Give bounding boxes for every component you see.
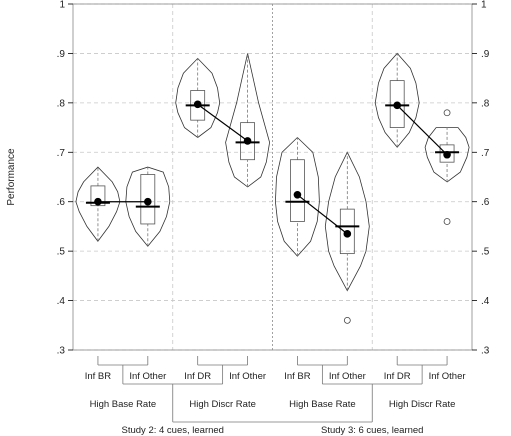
condition-label: High Base Rate <box>289 399 356 410</box>
iqr-box <box>389 80 405 128</box>
y-tick-label-left: .4 <box>57 296 66 307</box>
study-label: Study 3: 6 cues, learned <box>321 425 423 436</box>
category-label: Inf BR <box>85 371 112 382</box>
condition-label: High Base Rate <box>90 399 157 410</box>
iqr-box <box>90 185 106 207</box>
iqr-box <box>439 144 455 163</box>
violins <box>75 52 470 324</box>
y-tick-label-left: .8 <box>57 98 66 109</box>
plot-frame <box>72 3 473 351</box>
violin <box>374 52 420 148</box>
violin-group <box>225 53 271 188</box>
y-tick-label-right: .3 <box>481 346 490 357</box>
y-tick-label-right: .6 <box>481 197 490 208</box>
y-tick-label-right: .9 <box>481 49 490 60</box>
violin-group <box>374 52 420 148</box>
y-tick-label-left: .6 <box>57 197 66 208</box>
category-label: Inf Other <box>429 371 466 382</box>
y-axis-right: .3 .4 .5 .6 .7 .8 .9 1 <box>472 0 490 357</box>
outlier-point <box>343 316 351 324</box>
violin <box>225 53 271 188</box>
iqr-box <box>140 174 156 225</box>
y-tick-label-left: .3 <box>57 346 66 357</box>
y-tick-label-right: 1 <box>481 0 487 11</box>
iqr-box <box>240 122 255 161</box>
category-label: Inf Other <box>129 371 166 382</box>
y-axis-title: Performance <box>6 148 17 206</box>
violin <box>125 166 171 247</box>
mean-point <box>343 230 352 238</box>
violin-group <box>424 109 470 225</box>
y-tick-label-right: .8 <box>481 98 490 109</box>
mean-point <box>293 190 302 199</box>
iqr-box <box>290 159 305 222</box>
y-tick-label-left: .9 <box>57 49 66 60</box>
violin <box>75 166 121 242</box>
y-tick-label-right: .5 <box>481 247 490 258</box>
category-label: Inf BR <box>284 371 311 382</box>
category-label: Inf DR <box>184 371 211 382</box>
y-tick-label-left: .5 <box>57 247 66 258</box>
condition-label: High Discr Rate <box>389 399 456 410</box>
category-label: Inf Other <box>329 371 366 382</box>
y-tick-label-left: 1 <box>59 0 65 11</box>
violin-group <box>324 151 370 324</box>
mean-point <box>443 150 451 159</box>
y-tick-label-right: .4 <box>481 296 490 307</box>
study-label: Study 2: 4 cues, learned <box>122 425 224 436</box>
violin-group <box>125 166 171 247</box>
mean-point <box>144 197 152 206</box>
outlier-point <box>443 218 451 225</box>
mean-point <box>94 197 102 206</box>
violin-group <box>175 57 221 139</box>
category-label: Inf Other <box>229 371 266 382</box>
mean-point <box>393 101 401 110</box>
gridlines <box>73 3 472 351</box>
mean-connector <box>197 103 248 142</box>
category-label: Inf DR <box>384 371 411 382</box>
y-axis-left: .3 .4 .5 .6 .7 .8 .9 1 <box>57 0 73 357</box>
y-tick-label-right: .7 <box>481 148 490 159</box>
outlier-point <box>443 109 451 117</box>
mean-connector <box>297 194 348 235</box>
mean-point <box>193 100 202 109</box>
category-brackets: Inf BR Inf Other Inf DR Inf Other Inf BR Inf … <box>85 356 466 436</box>
condition-label: High Discr Rate <box>189 399 256 410</box>
mean-connector <box>396 104 448 156</box>
plot-border <box>72 3 473 351</box>
y-tick-label-left: .7 <box>57 148 66 159</box>
mean-point <box>243 137 252 145</box>
iqr-box <box>339 208 355 255</box>
